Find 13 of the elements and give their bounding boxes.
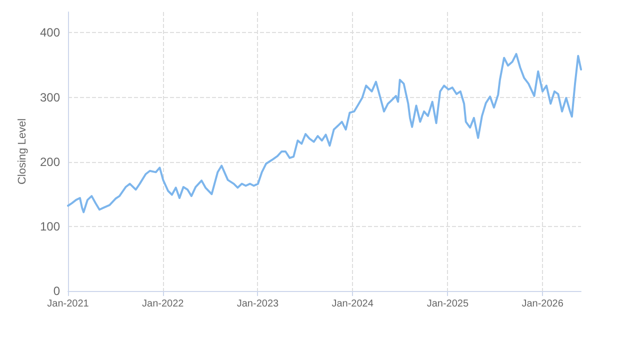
x-tick-label: Jan-2024: [332, 298, 374, 310]
y-tick-label: 0: [53, 284, 60, 298]
y-axis-title: Closing Level: [16, 118, 28, 185]
y-tick-label: 400: [40, 26, 60, 40]
x-tick-label: Jan-2022: [142, 298, 184, 310]
x-tick-label: Jan-2023: [236, 298, 279, 310]
y-tick-label: 300: [40, 90, 60, 104]
line-series: [67, 52, 582, 214]
y-tick-label: 100: [40, 219, 60, 234]
x-tick-label: Jan-2026: [522, 298, 564, 310]
y-tick-label: 200: [40, 154, 60, 169]
x-tick-label: Jan-2021: [47, 298, 90, 310]
x-tick-label: Jan-2025: [426, 298, 469, 310]
